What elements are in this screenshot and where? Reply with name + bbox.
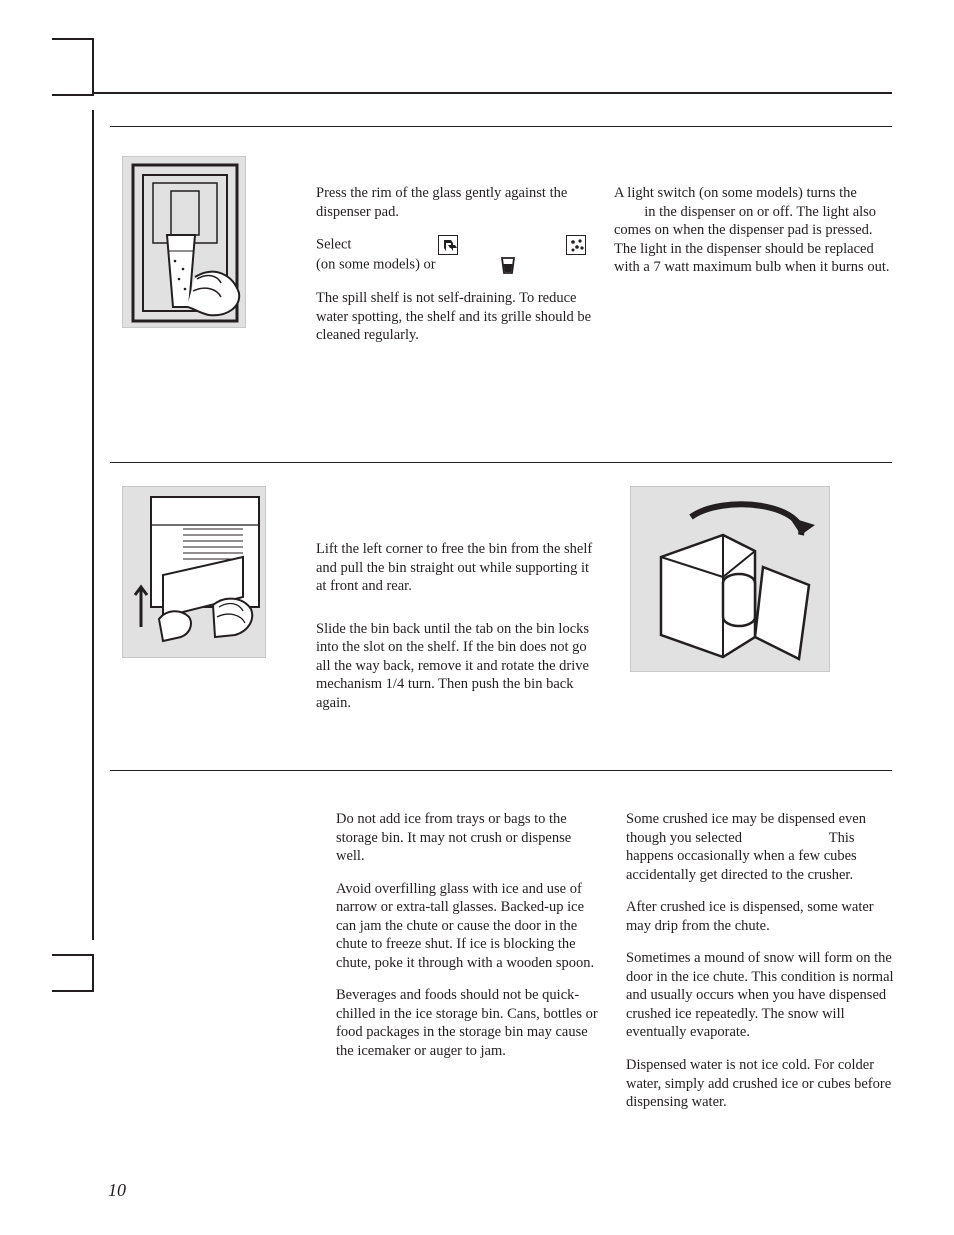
illus-dispenser-glass [122, 156, 246, 328]
s2-remove: To remove: Lift the left corner to free … [316, 540, 596, 596]
s3-l3: Beverages and foods should not be quick-… [336, 986, 600, 1060]
cubed-ice-icon [438, 235, 458, 255]
s1-p2: Select CUBED ICE CRUSHED ICE (on some mo… [316, 235, 596, 275]
s3-r2: After crushed ice is dispensed, some wat… [626, 898, 894, 935]
rule-s2-s3 [110, 770, 892, 771]
s3-r1: Some crushed ice may be dispensed even t… [626, 810, 894, 884]
page-number: 10 [108, 1180, 126, 1201]
left-rail [52, 38, 94, 1178]
illus-rotate-mechanism [630, 486, 830, 672]
illus-remove-bin [122, 486, 266, 658]
s3-l1: Do not add ice from trays or bags to the… [336, 810, 600, 866]
s1-p3: The spill shelf is not self-draining. To… [316, 289, 596, 345]
s3-r3: Sometimes a mound of snow will form on t… [626, 949, 894, 1042]
top-heavy-rule [94, 92, 892, 94]
s2-replace: To replace: Slide the bin back until the… [316, 620, 596, 713]
crushed-ice-icon [566, 235, 586, 255]
s1-col-right: A light switch (on some models) turns th… [614, 184, 894, 291]
s3-l2: Avoid overfilling glass with ice and use… [336, 880, 600, 973]
rule-s1-s2 [110, 462, 892, 463]
water-icon [498, 255, 518, 275]
s1-p1: Press the rim of the glass gently agains… [316, 184, 596, 221]
s3-col-left: Do not add ice from trays or bags to the… [336, 810, 600, 1075]
s1-p4: A light switch (on some models) turns th… [614, 184, 894, 277]
s3-r4: Dispensed water is not ice cold. For col… [626, 1056, 894, 1112]
s1-col-left: Press the rim of the glass gently agains… [316, 184, 596, 359]
inner-rule [110, 126, 892, 127]
s2-col-left: To remove: Lift the left corner to free … [316, 540, 596, 726]
s3-col-right: Some crushed ice may be dispensed even t… [626, 810, 894, 1126]
